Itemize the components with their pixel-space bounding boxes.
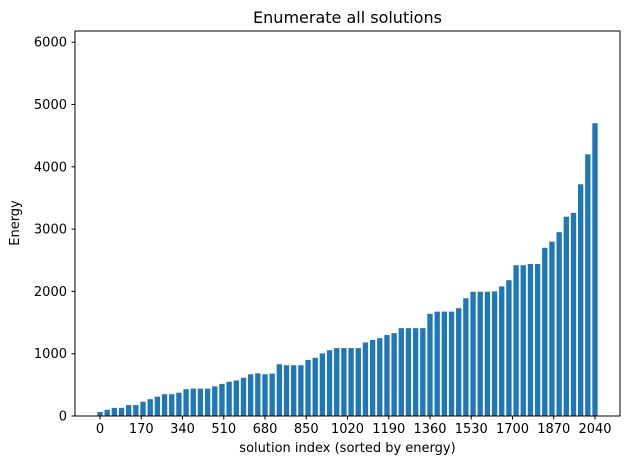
bar <box>133 405 139 416</box>
x-tick-label: 1530 <box>455 422 488 437</box>
bar <box>570 212 577 416</box>
bar <box>420 328 426 416</box>
bar <box>556 232 562 416</box>
bar <box>377 338 383 416</box>
bar <box>334 348 340 416</box>
y-tick-label: 0 <box>59 410 67 425</box>
bar <box>513 265 519 416</box>
bar <box>147 399 153 416</box>
x-tick-label: 1700 <box>496 422 529 437</box>
bar <box>427 313 433 416</box>
bar <box>190 388 196 416</box>
bar <box>391 333 397 416</box>
bar <box>585 154 591 416</box>
bar <box>542 247 548 416</box>
bar <box>118 407 125 416</box>
bar <box>204 388 211 416</box>
bar <box>362 342 369 416</box>
bar <box>398 328 404 416</box>
bar <box>463 298 469 416</box>
bar <box>491 291 498 416</box>
bar <box>226 381 232 416</box>
x-tick-label: 0 <box>96 422 104 437</box>
bar <box>255 373 261 416</box>
chart-title: Enumerate all solutions <box>253 8 442 27</box>
bar <box>527 263 534 416</box>
bar <box>291 365 297 416</box>
bar <box>126 405 132 416</box>
bar <box>262 374 268 416</box>
bar <box>276 364 283 416</box>
bar <box>534 263 541 416</box>
bar <box>592 123 598 416</box>
bar <box>283 365 290 416</box>
bar <box>412 328 419 416</box>
bar <box>448 311 455 416</box>
bar <box>298 365 304 416</box>
x-tick-label: 510 <box>211 422 236 437</box>
bar <box>269 373 275 416</box>
x-tick-label: 1020 <box>331 422 364 437</box>
bar <box>355 348 361 416</box>
bar <box>233 380 239 416</box>
bar <box>319 353 326 416</box>
x-axis-label: solution index (sorted by energy) <box>239 441 456 456</box>
y-tick-label: 1000 <box>34 347 67 362</box>
x-tick-label: 1870 <box>537 422 570 437</box>
bar <box>506 280 512 416</box>
bar <box>97 411 103 416</box>
bar <box>169 394 175 416</box>
bar <box>140 401 146 416</box>
bar <box>456 308 462 416</box>
bar <box>441 311 448 416</box>
bar <box>434 311 440 416</box>
bar <box>369 340 376 416</box>
bar <box>212 386 218 416</box>
x-tick-label: 2040 <box>578 422 611 437</box>
bar <box>405 328 412 416</box>
bar <box>305 359 311 416</box>
x-tick-label: 340 <box>170 422 195 437</box>
y-tick-label: 3000 <box>34 223 67 238</box>
bar <box>197 388 204 416</box>
bar <box>111 407 118 416</box>
bar <box>563 216 569 416</box>
bar <box>348 348 354 416</box>
x-tick-label: 1360 <box>413 422 446 437</box>
bar <box>240 377 247 416</box>
y-tick-label: 5000 <box>34 98 67 113</box>
bar <box>176 392 182 416</box>
bar <box>183 389 189 416</box>
y-tick-label: 6000 <box>34 36 67 51</box>
bar <box>341 348 347 416</box>
x-tick-label: 170 <box>129 422 154 437</box>
bar <box>484 291 491 416</box>
bar <box>549 241 555 416</box>
bar <box>154 396 161 416</box>
bar <box>104 409 110 416</box>
bar <box>161 394 168 416</box>
bar <box>326 350 333 416</box>
x-tick-label: 1190 <box>372 422 405 437</box>
bar <box>219 383 225 416</box>
bar <box>577 184 584 416</box>
bar <box>520 265 526 416</box>
x-tick-label: 850 <box>294 422 319 437</box>
bar <box>384 335 390 416</box>
y-tick-label: 2000 <box>34 285 67 300</box>
bar <box>247 374 254 416</box>
bar <box>499 286 505 416</box>
bar <box>470 291 476 416</box>
x-tick-label: 680 <box>253 422 278 437</box>
bar <box>312 357 318 416</box>
y-tick-label: 4000 <box>34 160 67 175</box>
bar <box>477 291 483 416</box>
